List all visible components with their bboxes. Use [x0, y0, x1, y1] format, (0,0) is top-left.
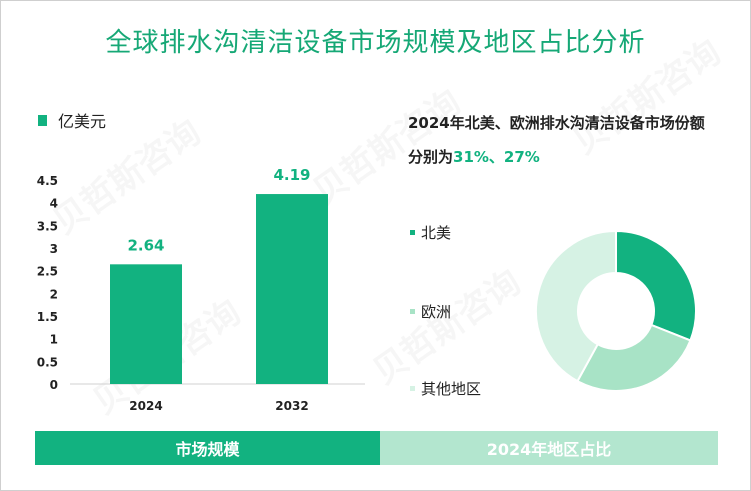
pie-legend-item-europe: 欧洲 — [410, 301, 451, 322]
donut-slice-0 — [615, 229, 697, 342]
legend-dot — [410, 309, 415, 314]
y-tick-label: 4.5 — [37, 174, 58, 188]
pie-legend-label: 其他地区 — [421, 380, 482, 398]
x-tick-label: 2024 — [129, 399, 162, 413]
y-tick-label: 3.5 — [37, 219, 58, 233]
y-tick-label: 0 — [50, 378, 58, 392]
legend-dot — [410, 386, 415, 391]
bar-2032 — [256, 194, 328, 384]
footer-market-size: 市场规模 — [35, 431, 380, 465]
pie-legend-item-other: 其他地区 — [410, 378, 481, 399]
donut-slice-1 — [576, 323, 692, 392]
donut-slice-2 — [535, 229, 617, 383]
footer-right-label: 2024年地区占比 — [486, 440, 612, 459]
pie-legend-label: 北美 — [421, 224, 452, 242]
bar-legend-label: 亿美元 — [58, 112, 107, 131]
donut-chart — [535, 229, 697, 392]
legend-swatch — [38, 114, 47, 126]
x-tick-label: 2032 — [275, 399, 308, 413]
y-tick-label: 2 — [50, 287, 58, 301]
bar-data-label: 4.19 — [273, 166, 310, 184]
bar-data-label: 2.64 — [127, 236, 164, 254]
pie-note: 2024年北美、欧洲排水沟清洁设备市场份额分别为31%、27% — [408, 106, 718, 174]
pie-legend-label: 欧洲 — [421, 303, 452, 321]
pie-note-values: 31%、27% — [453, 148, 540, 166]
legend-dot — [410, 230, 415, 235]
footer-left-label: 市场规模 — [175, 440, 240, 459]
bar-2024 — [110, 264, 182, 384]
bar-legend: 亿美元 — [38, 108, 106, 132]
footer-region-share: 2024年地区占比 — [380, 431, 718, 465]
pie-note-text: 2024年北美、欧洲排水沟清洁设备市场份额分别为 — [408, 114, 705, 166]
y-tick-label: 2.5 — [37, 265, 58, 279]
y-tick-label: 4 — [50, 197, 58, 211]
y-tick-label: 1 — [50, 333, 58, 347]
page-title: 全球排水沟清洁设备市场规模及地区占比分析 — [105, 28, 646, 58]
pie-legend-item-north-america: 北美 — [410, 222, 451, 243]
y-tick-label: 0.5 — [37, 355, 58, 369]
y-tick-label: 1.5 — [37, 310, 58, 324]
y-tick-label: 3 — [50, 242, 58, 256]
